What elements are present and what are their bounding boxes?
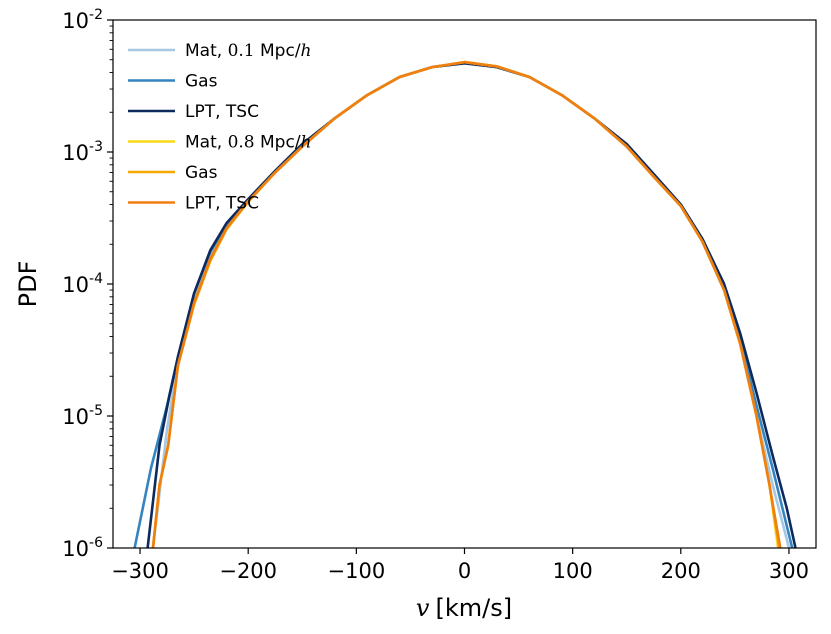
x-tick-label: 200 [661,559,701,583]
legend-label-4: Mat, 0.8 Mpc/h [185,133,312,153]
x-axis-label: v [km/s] [416,594,512,622]
legend-label-5: Gas [185,163,218,183]
x-axis: −300 −200 −100 0 100 200 300 [111,548,809,583]
y-axis-label: PDF [14,261,42,308]
x-tick-label: −200 [219,559,277,583]
y-tick-label: 10-3 [62,139,103,165]
legend-label-1: Mat, 0.1 Mpc/h [185,41,312,61]
y-axis: 10-6 10-5 10-4 10-3 10-2 [62,7,113,561]
legend: Mat, 0.1 Mpc/h Gas LPT, TSC Mat, 0.8 Mpc/h G… [128,41,312,214]
x-axis-unit: [km/s] [435,594,512,622]
legend-label-3: LPT, TSC [185,102,259,122]
series-layer [133,60,797,548]
x-tick-label: 300 [769,559,809,583]
plot-frame [112,19,817,549]
y-tick-label: 10-5 [62,403,103,429]
x-tick-label: 0 [458,559,471,583]
legend-label-2: Gas [185,72,218,92]
x-tick-label: −300 [111,559,169,583]
y-tick-label: 10-4 [62,271,103,297]
y-tick-label: 10-2 [62,7,103,33]
x-tick-label: 100 [553,559,593,583]
x-tick-label: −100 [328,559,386,583]
y-tick-label: 10-6 [62,535,103,561]
series-line-6 [151,60,782,548]
legend-label-6: LPT, TSC [185,194,259,214]
x-axis-variable: v [416,594,430,622]
